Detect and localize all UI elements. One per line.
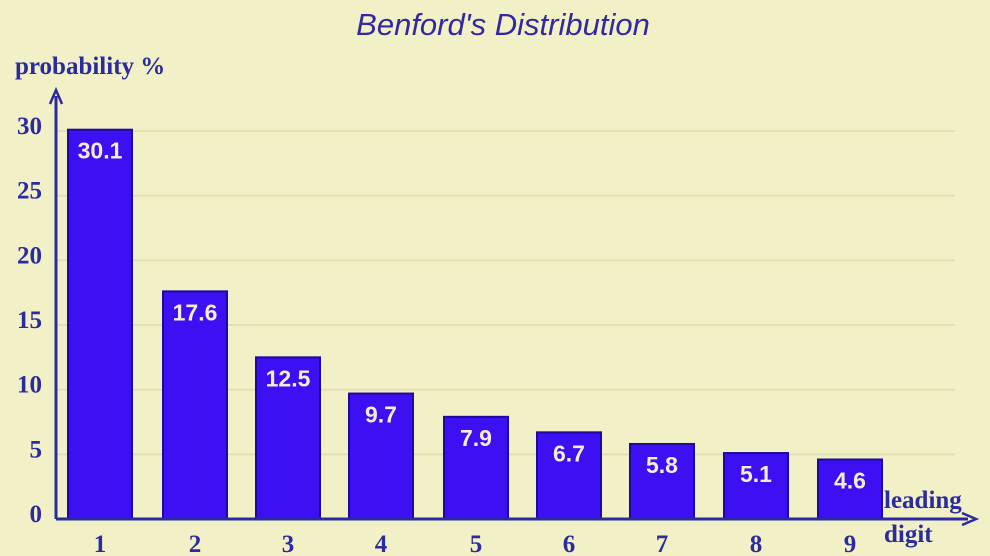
x-tick-label: 2: [189, 531, 202, 556]
bar: [255, 356, 321, 521]
bar: [162, 290, 228, 520]
y-tick-label: 10: [17, 372, 42, 399]
y-tick-labels: 0 5 10 15 20 25 30: [17, 113, 42, 528]
bar: [536, 431, 602, 521]
x-tick-label: 8: [750, 531, 763, 556]
bar-value-label: 30.1: [78, 138, 123, 164]
x-axis-label-line2: digit: [884, 521, 933, 548]
y-tick-label: 0: [30, 501, 43, 528]
bar: [443, 415, 509, 520]
bar-value-label: 5.8: [646, 452, 678, 478]
x-tick-label: 6: [563, 531, 576, 556]
chart-title: Benford's Distribution: [356, 7, 650, 42]
bar-value-label: 17.6: [173, 299, 218, 325]
bars: 30.1 17.6 12.5 9.7 7.9 6.7 5.8 5.1 4.6: [67, 128, 883, 521]
x-axis-label-line1: leading: [884, 487, 962, 514]
bar: [67, 128, 133, 520]
x-tick-label: 9: [844, 531, 857, 556]
x-tick-label: 3: [282, 531, 295, 556]
x-tick-label: 5: [470, 531, 483, 556]
bar: [723, 452, 789, 521]
bar-value-label: 9.7: [365, 402, 397, 428]
y-axis-arrow-icon: [48, 86, 64, 105]
x-tick-label: 4: [375, 531, 388, 556]
x-tick-label: 7: [656, 531, 669, 556]
y-tick-label: 20: [17, 242, 42, 269]
bar: [348, 392, 414, 520]
x-tick-labels: 1 2 3 4 5 6 7 8 9: [94, 531, 857, 556]
bar-value-label: 12.5: [266, 365, 311, 391]
y-tick-label: 5: [30, 436, 43, 463]
y-axis-label: probability %: [15, 53, 165, 80]
bar-value-label: 6.7: [553, 440, 585, 466]
y-tick-label: 15: [17, 307, 42, 334]
bar: [817, 458, 883, 520]
bar-value-label: 5.1: [740, 461, 772, 487]
y-tick-label: 30: [17, 113, 42, 140]
x-axis-arrow-icon: [961, 511, 980, 527]
bar-value-label: 7.9: [460, 425, 492, 451]
bar-value-label: 4.6: [834, 468, 866, 494]
bar: [629, 442, 695, 520]
y-tick-label: 25: [17, 178, 42, 205]
x-tick-label: 1: [94, 531, 107, 556]
axes: [48, 86, 980, 527]
